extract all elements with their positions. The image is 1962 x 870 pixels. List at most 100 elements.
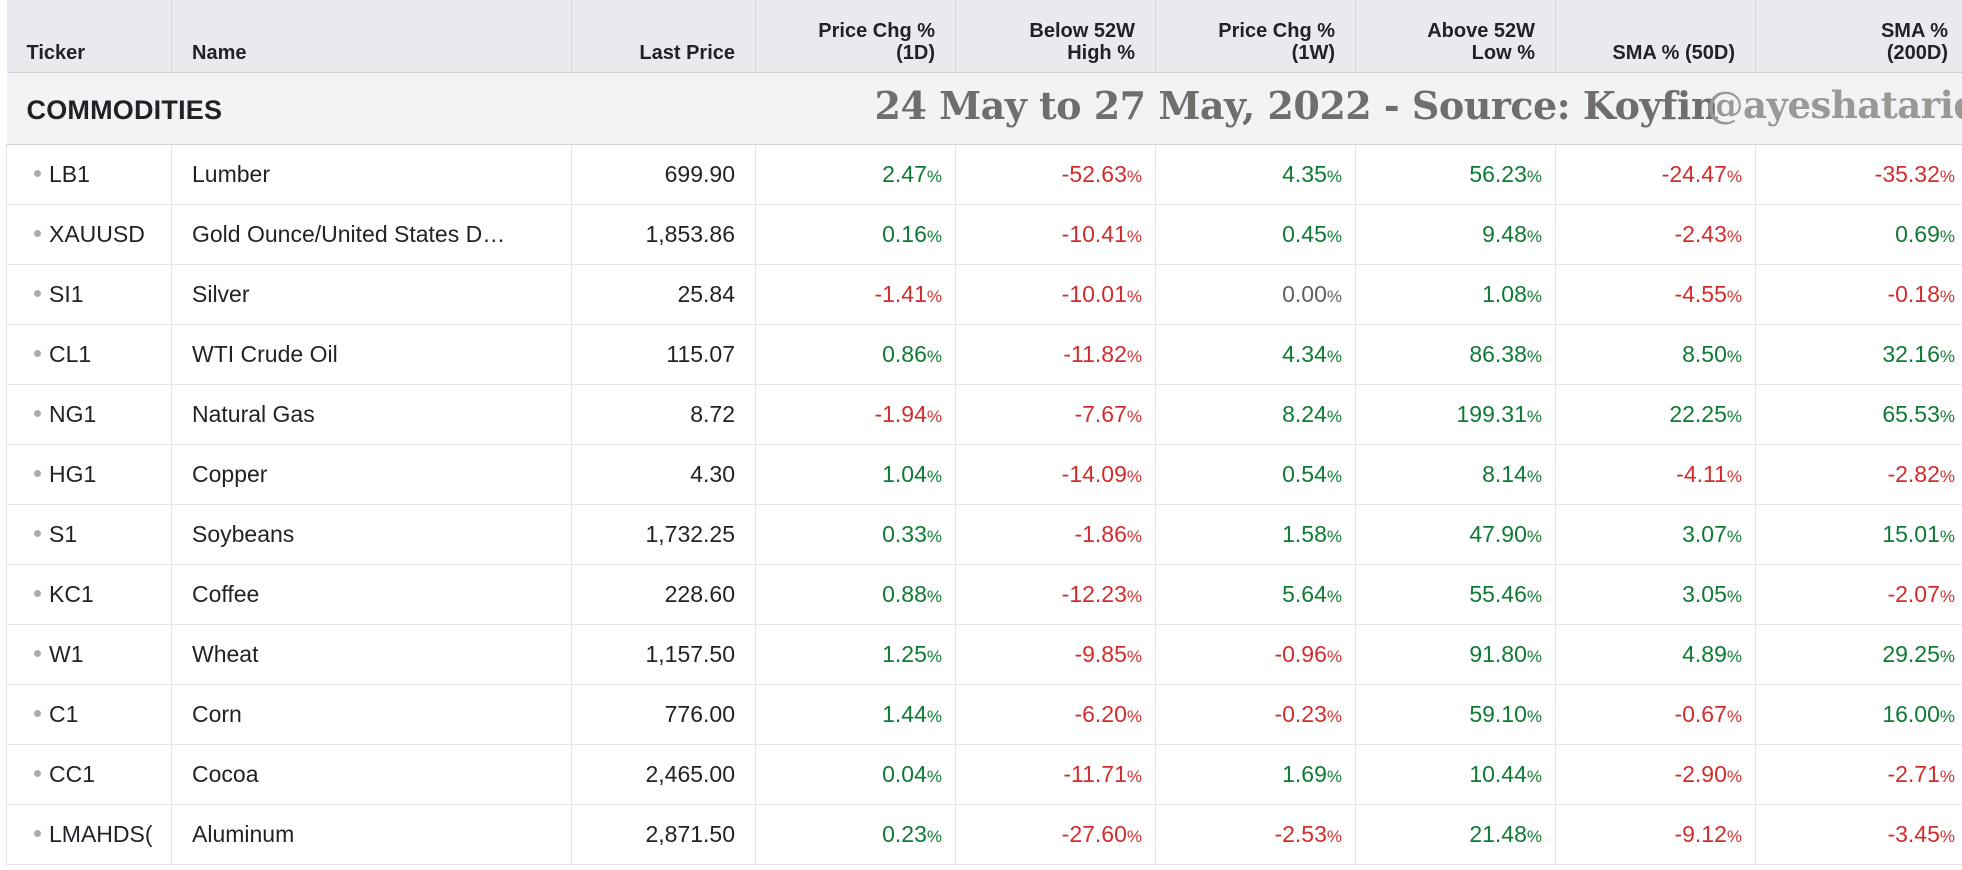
ticker-cell[interactable]: CL1: [6, 324, 172, 385]
column-header-sma-50d[interactable]: SMA % (50D): [1555, 0, 1756, 73]
percent-value: 47.90: [1469, 520, 1527, 547]
column-header-label: Below 52W: [1029, 19, 1135, 42]
percent-value: 1.44: [882, 700, 927, 727]
percent-sign: %: [1126, 766, 1142, 786]
last-price-cell: 25.84: [571, 264, 756, 325]
column-header-below-52w-high[interactable]: Below 52W High %: [955, 0, 1156, 73]
ticker-cell[interactable]: CC1: [6, 744, 172, 805]
percent-value: 22.25: [1669, 400, 1727, 427]
percent-sign: %: [926, 466, 942, 486]
ticker-cell[interactable]: XAUUSD: [6, 204, 172, 265]
column-header-chg-1w[interactable]: Price Chg % (1W): [1155, 0, 1356, 73]
below-52w-high-cell: -52.63%: [955, 144, 1156, 205]
chg-1w-cell: -2.53%: [1155, 804, 1356, 865]
percent-value: 59.10: [1469, 700, 1527, 727]
ticker-cell[interactable]: HG1: [6, 444, 172, 505]
percent-value: -2.82: [1887, 460, 1940, 487]
ticker-cell[interactable]: C1: [6, 684, 172, 745]
last-price-cell: 1,853.86: [571, 204, 756, 265]
table-row[interactable]: CC1 Cocoa 2,465.00 0.04% -11.71% 1.69% 10.44% -…: [6, 744, 1962, 805]
sma-50d-cell: 8.50%: [1555, 324, 1756, 385]
column-header-label: (200D): [1886, 41, 1948, 64]
security-name: Corn: [171, 684, 572, 745]
percent-value: -2.07: [1887, 580, 1940, 607]
percent-sign: %: [1126, 586, 1142, 606]
below-52w-high-cell: -1.86%: [955, 504, 1156, 565]
ticker-cell[interactable]: S1: [6, 504, 172, 565]
table-row[interactable]: NG1 Natural Gas 8.72 -1.94% -7.67% 8.24% 199.3…: [6, 384, 1962, 445]
ticker-symbol: XAUUSD: [49, 220, 145, 247]
column-header-label: Name: [192, 41, 247, 64]
table-row[interactable]: SI1 Silver 25.84 -1.41% -10.01% 0.00% 1.08% -4.…: [6, 264, 1962, 325]
percent-sign: %: [1326, 286, 1342, 306]
percent-sign: %: [926, 166, 942, 186]
bullet-dot-icon: [34, 169, 41, 177]
percent-sign: %: [926, 406, 942, 426]
bullet-dot-icon: [34, 229, 41, 237]
percent-value: 0.54: [1282, 460, 1327, 487]
ticker-cell[interactable]: W1: [6, 624, 172, 685]
percent-sign: %: [1326, 346, 1342, 366]
percent-sign: %: [926, 826, 942, 846]
ticker-cell[interactable]: NG1: [6, 384, 172, 445]
percent-value: 16.00: [1882, 700, 1940, 727]
sma-50d-cell: 4.89%: [1555, 624, 1756, 685]
column-header-above-52w-low[interactable]: Above 52W Low %: [1355, 0, 1556, 73]
last-price-cell: 699.90: [571, 144, 756, 205]
chg-1d-cell: -1.41%: [755, 264, 956, 325]
table-row[interactable]: CL1 WTI Crude Oil 115.07 0.86% -11.82% 4.34% 8…: [6, 324, 1962, 385]
security-name: Lumber: [171, 144, 572, 205]
percent-sign: %: [1939, 826, 1955, 846]
ticker-cell[interactable]: KC1: [6, 564, 172, 625]
percent-value: -27.60: [1061, 820, 1127, 847]
percent-sign: %: [1126, 466, 1142, 486]
percent-sign: %: [1126, 826, 1142, 846]
above-52w-low-cell: 55.46%: [1355, 564, 1556, 625]
sma-50d-cell: -2.43%: [1555, 204, 1756, 265]
percent-value: -0.67: [1674, 700, 1727, 727]
column-header-last-price[interactable]: Last Price: [571, 0, 756, 73]
column-header-label: (1D): [896, 41, 935, 64]
ticker-cell[interactable]: LB1: [6, 144, 172, 205]
last-price-cell: 1,732.25: [571, 504, 756, 565]
percent-sign: %: [1939, 406, 1955, 426]
date-source-watermark: 24 May to 27 May, 2022 - Source: Koyfin: [874, 82, 1719, 128]
table-row[interactable]: KC1 Coffee 228.60 0.88% -12.23% 5.64% 55.46% 3.…: [6, 564, 1962, 625]
above-52w-low-cell: 8.14%: [1355, 444, 1556, 505]
percent-value: -0.23: [1274, 700, 1327, 727]
column-header-chg-1d[interactable]: Price Chg % (1D): [755, 0, 956, 73]
table-row[interactable]: HG1 Copper 4.30 1.04% -14.09% 0.54% 8.14% -4.11…: [6, 444, 1962, 505]
ticker-cell[interactable]: LMAHDS(: [6, 804, 172, 865]
percent-value: -2.90: [1674, 760, 1727, 787]
bullet-dot-icon: [34, 649, 41, 657]
chg-1d-cell: -1.94%: [755, 384, 956, 445]
table-row[interactable]: LMAHDS(Aluminum 2,871.50 0.23% -27.60% -2.53…: [6, 804, 1962, 865]
table-row[interactable]: XAUUSD Gold Ounce/United States D… 1,853.8…: [6, 204, 1962, 265]
percent-value: -14.09: [1061, 460, 1127, 487]
group-header-row[interactable]: COMMODITIES 24 May to 27 May, 2022 - Sou…: [6, 72, 1962, 145]
percent-sign: %: [926, 346, 942, 366]
column-header-name[interactable]: Name: [171, 0, 572, 73]
column-header-label: Last Price: [639, 41, 735, 64]
percent-value: -35.32: [1874, 160, 1940, 187]
table-row[interactable]: S1 Soybeans 1,732.25 0.33% -1.86% 1.58% 47.90%…: [6, 504, 1962, 565]
percent-value: -2.53: [1274, 820, 1327, 847]
sma-200d-cell: 65.53%: [1755, 384, 1962, 445]
column-header-ticker[interactable]: Ticker: [6, 0, 172, 73]
table-row[interactable]: LB1 Lumber 699.90 2.47% -52.63% 4.35% 56.23% -2…: [6, 144, 1962, 205]
percent-value: 9.48: [1482, 220, 1527, 247]
bullet-dot-icon: [34, 469, 41, 477]
percent-value: 1.25: [882, 640, 927, 667]
percent-sign: %: [1526, 226, 1542, 246]
column-header-sma-200d[interactable]: SMA % (200D): [1755, 0, 1962, 73]
column-header-label: SMA % (50D): [1612, 41, 1735, 64]
group-header-cell: COMMODITIES 24 May to 27 May, 2022 - Sou…: [6, 72, 1962, 145]
percent-sign: %: [1726, 286, 1742, 306]
ticker-cell[interactable]: SI1: [6, 264, 172, 325]
table-row[interactable]: W1 Wheat 1,157.50 1.25% -9.85% -0.96% 91.80% 4.…: [6, 624, 1962, 685]
percent-sign: %: [1326, 466, 1342, 486]
percent-sign: %: [1726, 706, 1742, 726]
table-row[interactable]: C1 Corn 776.00 1.44% -6.20% -0.23% 59.10% -0.67…: [6, 684, 1962, 745]
sma-200d-cell: -35.32%: [1755, 144, 1962, 205]
